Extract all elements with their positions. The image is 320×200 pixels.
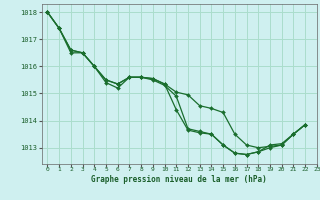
X-axis label: Graphe pression niveau de la mer (hPa): Graphe pression niveau de la mer (hPa) — [91, 175, 267, 184]
